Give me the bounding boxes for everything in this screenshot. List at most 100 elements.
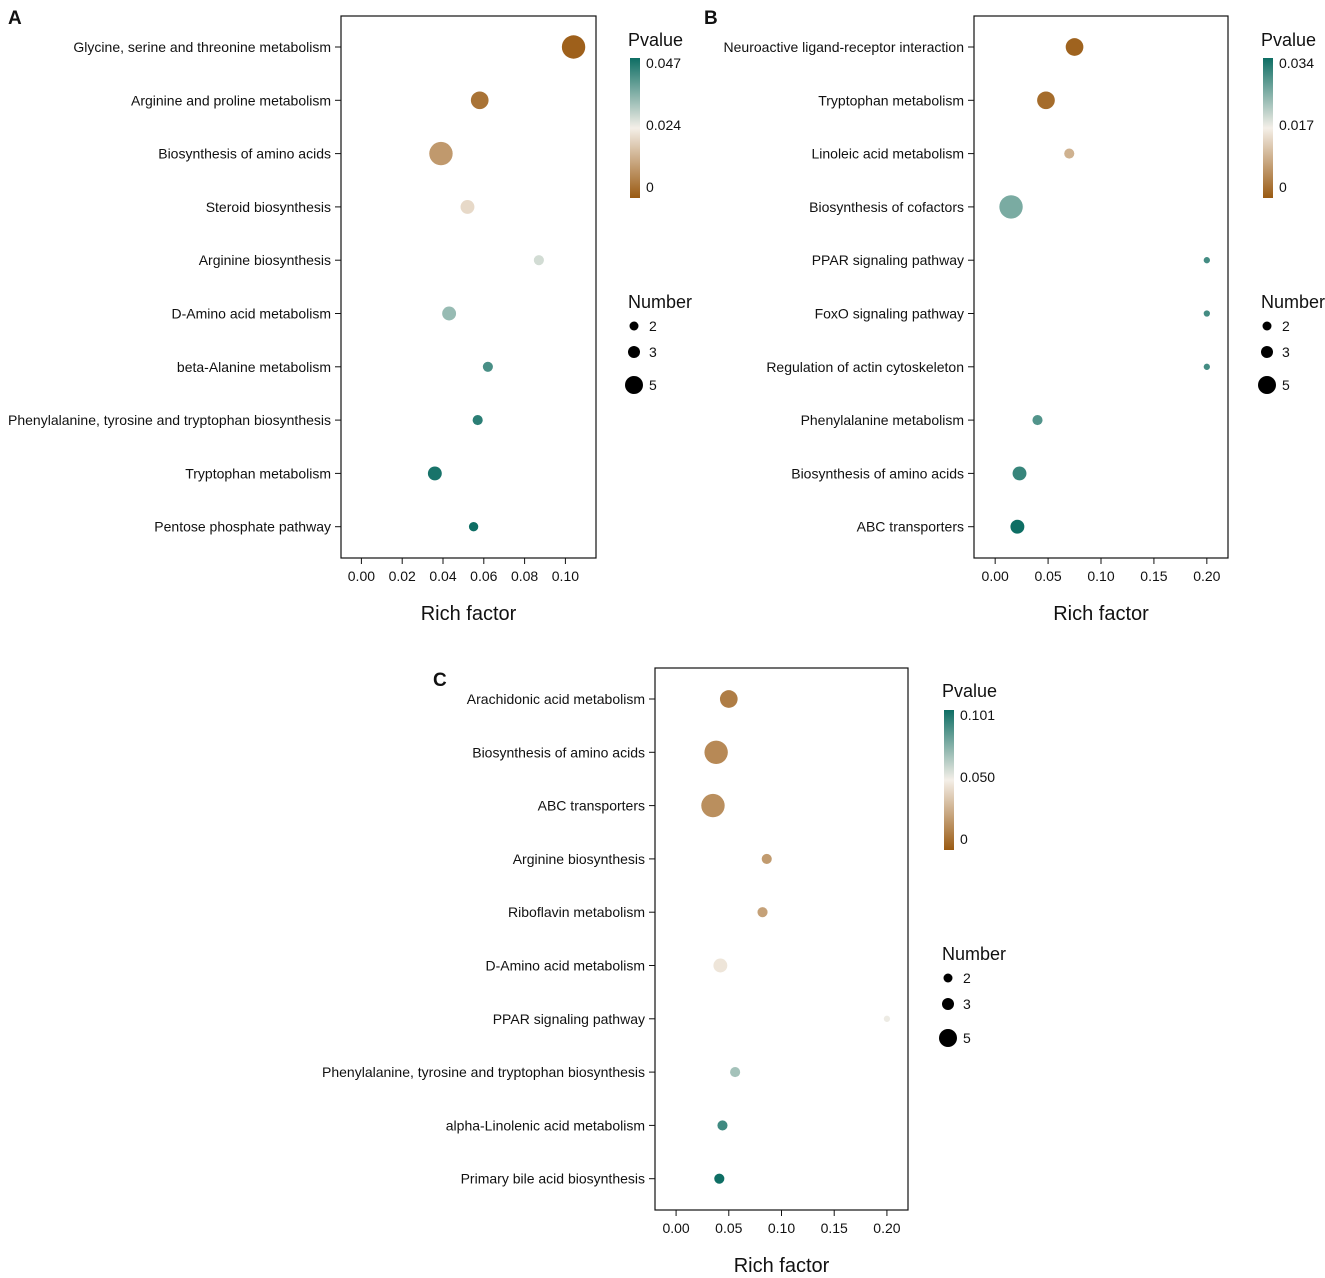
data-point: [460, 199, 475, 214]
data-point: [1203, 310, 1210, 317]
x-tick-label: 0.10: [552, 568, 579, 584]
x-tick-label: 0.05: [715, 1220, 742, 1236]
pvalue-legend-tick: 0: [1279, 179, 1287, 195]
x-tick-label: 0.04: [429, 568, 456, 584]
data-point: [1064, 148, 1075, 159]
pvalue-legend-title: Pvalue: [942, 681, 997, 701]
data-point: [714, 1173, 725, 1184]
data-point: [999, 195, 1023, 219]
x-axis-title: Rich factor: [1053, 603, 1149, 625]
pvalue-legend-tick: 0: [960, 831, 968, 847]
x-tick-label: 0.02: [389, 568, 416, 584]
category-label: D-Amino acid metabolism: [172, 306, 332, 322]
x-tick-label: 0.06: [470, 568, 497, 584]
data-point: [701, 793, 725, 818]
category-label: alpha-Linolenic acid metabolism: [446, 1117, 645, 1133]
category-label: ABC transporters: [538, 798, 645, 814]
data-point: [717, 1120, 728, 1131]
number-legend-dot: [1262, 321, 1272, 331]
data-point: [883, 1015, 891, 1022]
x-tick-label: 0.10: [768, 1220, 795, 1236]
plot-frame: [340, 15, 597, 559]
pvalue-legend-tick: 0: [646, 179, 654, 195]
category-label: Biosynthesis of amino acids: [472, 744, 645, 760]
plot-frame: [973, 15, 1229, 559]
category-label: Riboflavin metabolism: [508, 904, 645, 920]
x-tick-label: 0.15: [821, 1220, 848, 1236]
category-label: beta-Alanine metabolism: [177, 359, 331, 375]
data-point: [1037, 91, 1055, 110]
number-legend-label: 2: [1282, 318, 1290, 334]
number-legend-label: 2: [649, 318, 657, 334]
category-label: Phenylalanine, tyrosine and tryptophan b…: [8, 412, 331, 428]
data-point: [757, 907, 768, 918]
number-legend-label: 3: [1282, 344, 1290, 360]
number-legend-dot: [1258, 376, 1276, 394]
panel-label: B: [704, 8, 718, 29]
panel-label: C: [433, 670, 447, 691]
x-tick-label: 0.00: [348, 568, 375, 584]
category-label: Tryptophan metabolism: [185, 465, 331, 481]
x-tick-label: 0.00: [662, 1220, 689, 1236]
category-label: ABC transporters: [857, 519, 964, 535]
pvalue-legend-tick: 0.017: [1279, 117, 1314, 133]
panel-label: A: [8, 8, 22, 29]
pvalue-colorbar: [1263, 58, 1273, 198]
category-label: Arachidonic acid metabolism: [467, 691, 645, 707]
x-tick-label: 0.15: [1140, 568, 1167, 584]
category-label: Biosynthesis of amino acids: [158, 146, 331, 162]
category-label: Primary bile acid biosynthesis: [461, 1171, 645, 1187]
category-label: Linoleic acid metabolism: [811, 146, 964, 162]
number-legend-dot: [625, 376, 643, 394]
pvalue-legend-title: Pvalue: [1261, 30, 1316, 50]
number-legend-dot: [942, 998, 954, 1010]
number-legend-label: 5: [1282, 377, 1290, 393]
pvalue-legend-tick: 0.047: [646, 55, 681, 71]
data-point: [468, 522, 479, 532]
x-tick-label: 0.20: [1193, 568, 1220, 584]
category-label: Phenylalanine, tyrosine and tryptophan b…: [322, 1064, 645, 1080]
x-tick-label: 0.08: [511, 568, 538, 584]
data-point: [561, 35, 586, 59]
number-legend-label: 3: [963, 996, 971, 1012]
data-point: [730, 1067, 741, 1078]
number-legend-dot: [1261, 346, 1273, 358]
data-point: [1065, 38, 1084, 56]
data-point: [1203, 257, 1210, 264]
pvalue-legend-tick: 0.024: [646, 117, 681, 133]
data-point: [442, 306, 457, 321]
category-label: Arginine and proline metabolism: [131, 92, 331, 108]
data-point: [533, 255, 544, 266]
data-point: [1012, 466, 1027, 481]
panel-c: C Arachidonic acid metabolism Biosynthesis…: [322, 667, 1006, 1277]
category-label: Phenylalanine metabolism: [801, 412, 964, 428]
number-legend-dot: [943, 973, 953, 983]
category-label: Tryptophan metabolism: [818, 92, 964, 108]
category-label: FoxO signaling pathway: [815, 306, 964, 322]
data-point: [1032, 415, 1043, 426]
number-legend-label: 3: [649, 344, 657, 360]
category-label: Arginine biosynthesis: [199, 252, 331, 268]
category-label: D-Amino acid metabolism: [486, 958, 646, 974]
x-tick-label: 0.05: [1034, 568, 1061, 584]
category-label: PPAR signaling pathway: [493, 1011, 645, 1027]
x-axis-title: Rich factor: [734, 1255, 830, 1277]
category-label: Arginine biosynthesis: [513, 851, 645, 867]
number-legend-label: 5: [649, 377, 657, 393]
data-point: [470, 91, 489, 110]
number-legend-dot: [629, 321, 639, 331]
number-legend-title: Number: [1261, 292, 1325, 312]
pvalue-colorbar: [630, 58, 640, 198]
data-point: [719, 690, 738, 708]
panel-b: B Neuroactive ligand-receptor interaction…: [704, 8, 1325, 625]
category-label: Regulation of actin cytoskeleton: [766, 359, 964, 375]
number-legend-title: Number: [942, 944, 1006, 964]
pvalue-legend-tick: 0.101: [960, 707, 995, 723]
category-label: Pentose phosphate pathway: [154, 519, 331, 535]
number-legend-label: 2: [963, 970, 971, 986]
category-label: Biosynthesis of amino acids: [791, 465, 964, 481]
number-legend-label: 5: [963, 1030, 971, 1046]
pvalue-legend-title: Pvalue: [628, 30, 683, 50]
category-label: PPAR signaling pathway: [812, 252, 964, 268]
